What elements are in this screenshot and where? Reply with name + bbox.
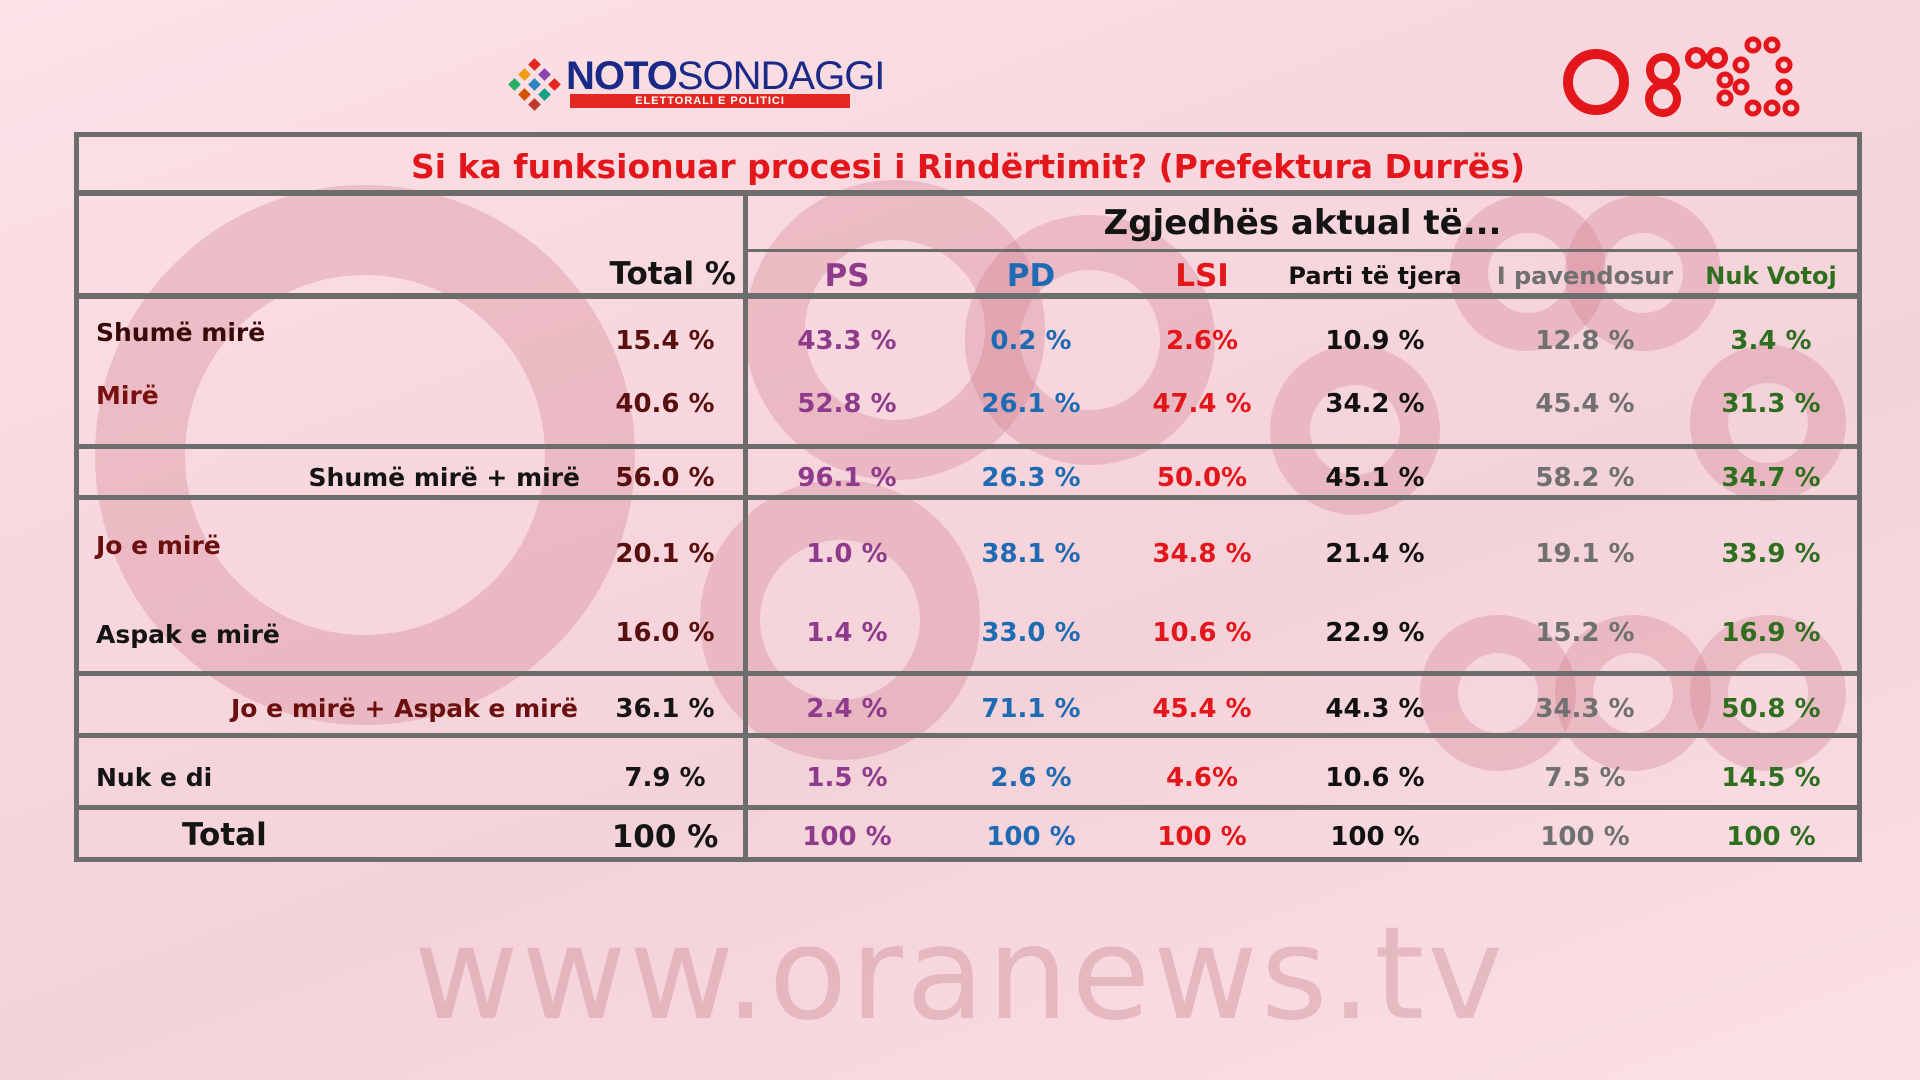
table-cell-value: 12.8 % [1535,326,1635,356]
table-cell-value: 3.4 % [1730,326,1812,356]
noto-sondaggi-logo: NOTOSONDAGGI ELETTORALI E POLITICI [508,54,885,112]
table-cell-value: 16.9 % [1721,618,1821,648]
table-divider [74,293,1862,299]
noto-subtitle: ELETTORALI E POLITICI [570,94,850,108]
row-label: Shumë mirë [96,318,266,347]
table-cell-value: 50.0% [1156,463,1248,493]
table-cell-value: 34.7 % [1721,463,1821,493]
table-cell-value: 15.2 % [1535,618,1635,648]
column-header: PS [824,258,870,294]
table-divider [74,805,1862,810]
table-cell-value: 14.5 % [1721,763,1821,793]
ora-news-logo [1563,36,1800,117]
row-total-value: 100 % [611,819,719,855]
table-cell-value: 38.1 % [981,539,1081,569]
row-total-value: 36.1 % [615,694,715,724]
column-header: PD [1006,258,1056,294]
table-cell-value: 10.9 % [1325,326,1425,356]
table-divider [74,671,1862,676]
table-cell-value: 0.2 % [990,326,1072,356]
table-divider [74,495,1862,500]
table-cell-value: 100 % [986,822,1076,852]
row-label: Total [182,817,267,853]
row-total-value: 20.1 % [615,539,715,569]
column-header: LSI [1175,258,1229,294]
group-header: Zgjedhës aktual të... [1103,203,1502,243]
column-header: Parti të tjera [1288,262,1462,290]
table-cell-value: 33.9 % [1721,539,1821,569]
table-cell-value: 43.3 % [797,326,897,356]
row-total-value: 15.4 % [615,326,715,356]
noto-wordmark: NOTOSONDAGGI [566,54,885,98]
row-label: Jo e mirë [96,531,221,560]
table-cell-value: 100 % [802,822,892,852]
table-cell-value: 34.3 % [1535,694,1635,724]
table-divider-group [743,249,1862,252]
table-cell-value: 4.6% [1165,763,1239,793]
table-cell-value: 71.1 % [981,694,1081,724]
table-cell-value: 47.4 % [1152,389,1252,419]
table-cell-value: 2.6% [1165,326,1239,356]
table-cell-value: 96.1 % [797,463,897,493]
table-cell-value: 2.4 % [806,694,888,724]
column-header: Nuk Votoj [1705,262,1837,290]
table-cell-value: 2.6 % [990,763,1072,793]
table-cell-value: 100 % [1726,822,1816,852]
table-cell-value: 44.3 % [1325,694,1425,724]
table-cell-value: 50.8 % [1721,694,1821,724]
table-cell-value: 22.9 % [1325,618,1425,648]
row-label: Jo e mirë + Aspak e mirë [231,694,578,723]
table-cell-value: 100 % [1157,822,1247,852]
table-cell-value: 26.3 % [981,463,1081,493]
row-total-value: 16.0 % [615,618,715,648]
table-cell-value: 1.4 % [806,618,888,648]
table-cell-value: 45.4 % [1535,389,1635,419]
noto-dots-icon [508,58,561,111]
table-divider-vertical [743,193,748,862]
row-total-value: 40.6 % [615,389,715,419]
table-divider [74,444,1862,449]
row-label: Nuk e di [96,763,213,792]
row-total-value: 56.0 % [615,463,715,493]
row-total-value: 7.9 % [624,763,706,793]
total-header: Total % [609,256,736,292]
column-header: I pavendosur [1496,262,1674,290]
watermark-url: www.oranews.tv [413,900,1507,1049]
table-cell-value: 19.1 % [1535,539,1635,569]
table-cell-value: 21.4 % [1325,539,1425,569]
table-cell-value: 100 % [1330,822,1420,852]
table-cell-value: 45.4 % [1152,694,1252,724]
table-cell-value: 1.5 % [806,763,888,793]
table-cell-value: 34.2 % [1325,389,1425,419]
table-divider [74,733,1862,738]
row-label: Aspak e mirë [96,620,280,649]
chart-title: Si ka funksionuar procesi i Rindërtimit?… [410,147,1526,186]
table-cell-value: 100 % [1540,822,1630,852]
table-cell-value: 7.5 % [1544,763,1626,793]
table-cell-value: 31.3 % [1721,389,1821,419]
table-divider [74,190,1862,196]
table-cell-value: 26.1 % [981,389,1081,419]
table-cell-value: 34.8 % [1152,539,1252,569]
table-cell-value: 52.8 % [797,389,897,419]
table-cell-value: 10.6 % [1325,763,1425,793]
table-cell-value: 1.0 % [806,539,888,569]
row-label: Shumë mirë + mirë [308,463,580,492]
table-cell-value: 45.1 % [1325,463,1425,493]
table-cell-value: 33.0 % [981,618,1081,648]
table-cell-value: 10.6 % [1152,618,1252,648]
row-label: Mirë [96,381,159,410]
table-cell-value: 58.2 % [1535,463,1635,493]
